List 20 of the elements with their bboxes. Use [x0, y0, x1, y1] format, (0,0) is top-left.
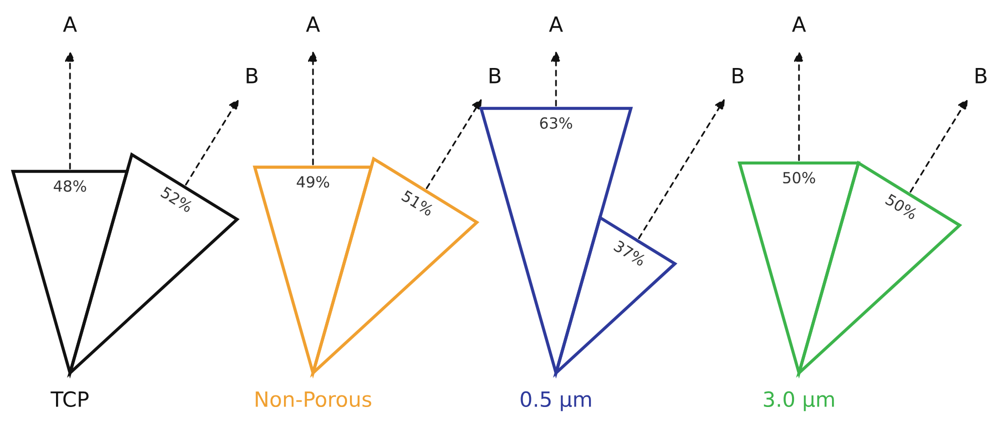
text: Non-Porous — [256, 392, 372, 408]
text: TCP — [50, 391, 89, 408]
category-label: A — [549, 16, 563, 32]
category-label: A — [792, 16, 806, 32]
category-label: B — [490, 68, 500, 84]
category-label: B — [976, 68, 986, 84]
data-label: 37% — [613, 240, 647, 266]
category-label: B — [732, 68, 744, 84]
category-label: B — [246, 68, 258, 84]
category-label: A — [306, 16, 320, 32]
data-label: 50% — [783, 172, 816, 184]
data-label: 50% — [884, 193, 918, 220]
data-label: 48% — [54, 180, 86, 192]
data-label: 49% — [296, 176, 330, 188]
text: 0.5 µm — [520, 391, 591, 412]
data-label: 63% — [540, 117, 572, 129]
category-label: A — [63, 16, 77, 32]
text: 3.0 µm — [764, 391, 834, 412]
data-label: 51% — [401, 190, 434, 216]
data-label: 52% — [160, 186, 194, 213]
